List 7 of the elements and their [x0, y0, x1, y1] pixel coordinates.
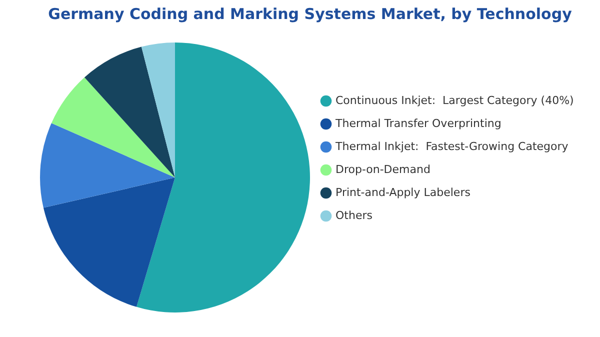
legend-label: Drop-on-Demand: [336, 162, 430, 176]
legend-label: Continuous Inkjet: Largest Category (40%): [336, 94, 574, 107]
legend-label: Thermal Transfer Overprinting: [334, 116, 502, 130]
legend-label: Print-and-Apply Labelers: [336, 186, 471, 199]
chart-title: Germany Coding and Marking Systems Market, by Technology: [48, 4, 572, 23]
legend-label: Others: [336, 208, 373, 222]
legend-label: Thermal Inkjet: Fastest-Growing Category: [334, 140, 569, 153]
